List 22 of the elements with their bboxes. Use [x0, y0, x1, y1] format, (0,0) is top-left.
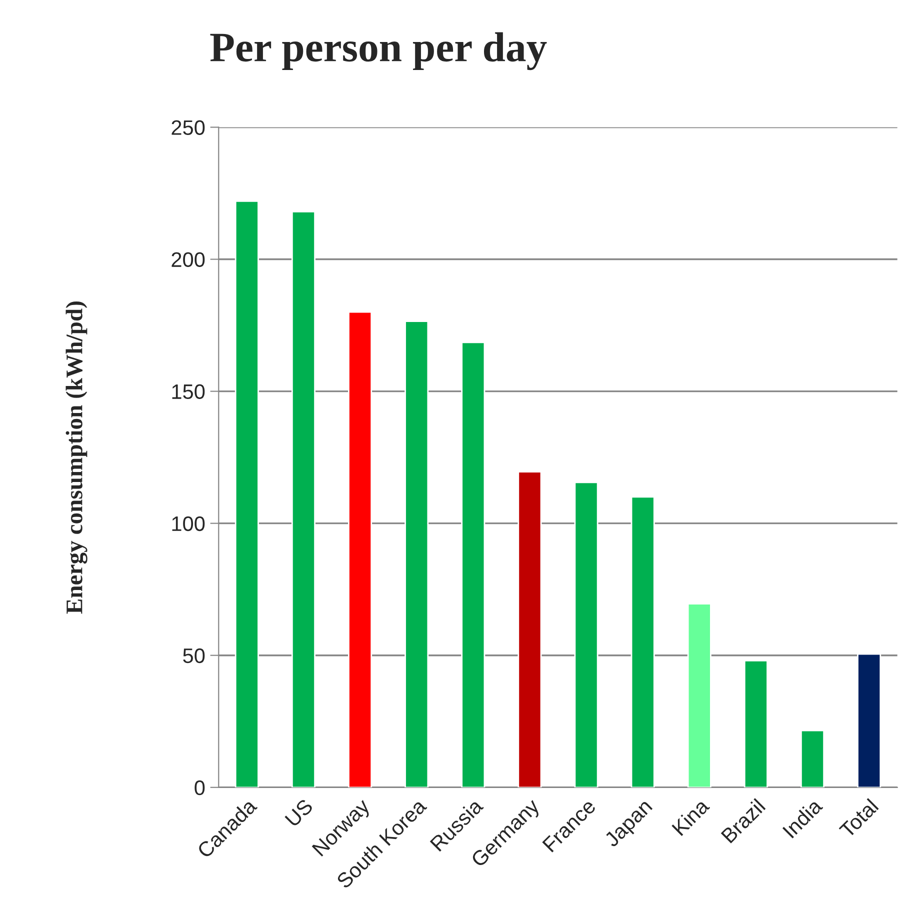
bar	[857, 653, 882, 788]
chart-title: Per person per day	[210, 32, 547, 70]
bar	[234, 200, 259, 788]
bar	[404, 320, 429, 788]
bar	[461, 342, 486, 788]
y-tick-label: 50	[183, 648, 205, 664]
y-axis-title: Energy consumption (kWh/pd)	[66, 302, 88, 614]
x-tick-label: US	[284, 798, 314, 828]
bar	[687, 603, 712, 788]
y-tick-label: 200	[172, 252, 205, 268]
bar	[348, 311, 372, 788]
bar	[744, 660, 768, 788]
bar	[800, 730, 825, 788]
y-tick-label: 150	[172, 384, 205, 400]
bar	[291, 211, 316, 788]
bar	[518, 471, 542, 788]
bar	[574, 482, 598, 788]
x-tick-label: Kina	[671, 797, 710, 836]
bar	[630, 496, 655, 788]
y-tick-label: 0	[194, 780, 205, 796]
y-tick-label: 100	[172, 516, 205, 532]
y-tick-label: 250	[172, 120, 205, 135]
